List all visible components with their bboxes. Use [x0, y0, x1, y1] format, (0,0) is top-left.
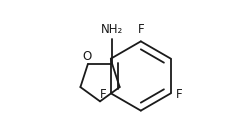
Text: NH₂: NH₂ — [101, 23, 123, 36]
Text: F: F — [175, 88, 182, 101]
Text: O: O — [82, 50, 91, 63]
Text: F: F — [100, 88, 106, 101]
Text: F: F — [138, 23, 145, 36]
